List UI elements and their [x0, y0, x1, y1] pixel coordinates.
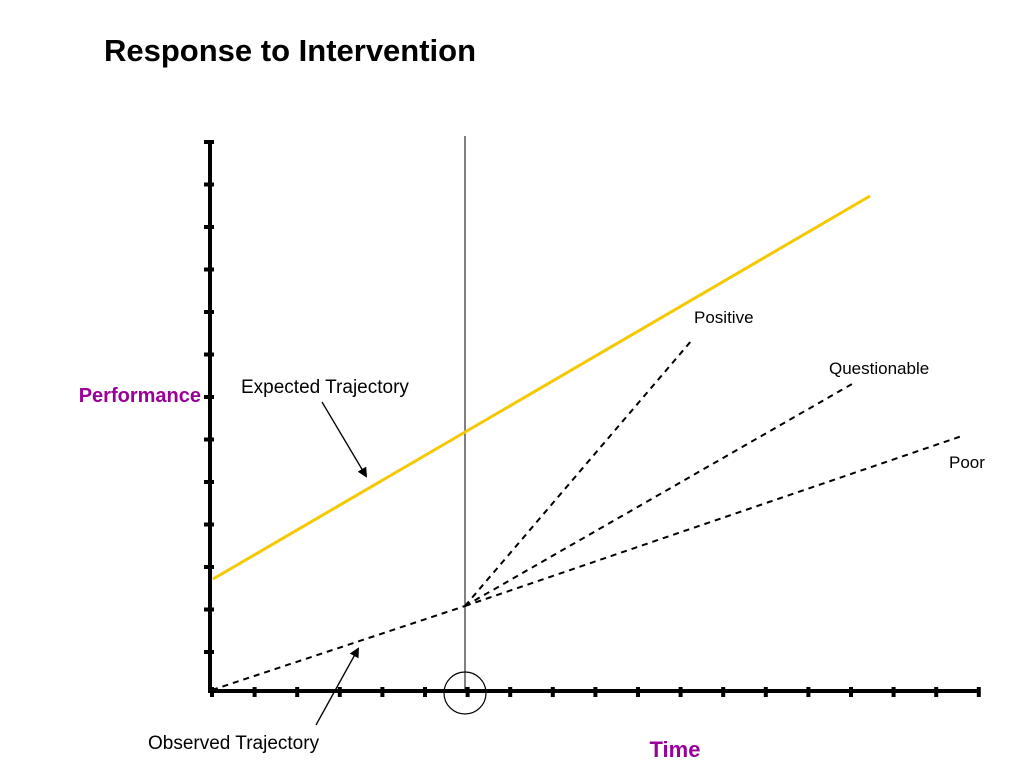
positive-label: Positive [694, 308, 754, 327]
expected-trajectory-label: Expected Trajectory [241, 377, 409, 398]
intervention-circle-icon [443, 671, 487, 715]
poor-label: Poor [949, 453, 985, 472]
x-axis-label: Time [650, 737, 701, 762]
page-title: Response to Intervention [104, 33, 477, 68]
expected-trajectory-line [212, 194, 871, 581]
observed-trajectory-line [211, 605, 466, 691]
poor-trajectory-line [464, 435, 963, 607]
observed-callout-arrow [315, 647, 359, 726]
y-axis-label: Performance [79, 385, 201, 407]
observed-trajectory-label: Observed Trajectory [148, 733, 320, 754]
questionable-trajectory-line [464, 383, 853, 607]
positive-trajectory-line [464, 339, 693, 607]
expected-callout-arrow [321, 401, 368, 478]
questionable-label: Questionable [829, 359, 929, 378]
